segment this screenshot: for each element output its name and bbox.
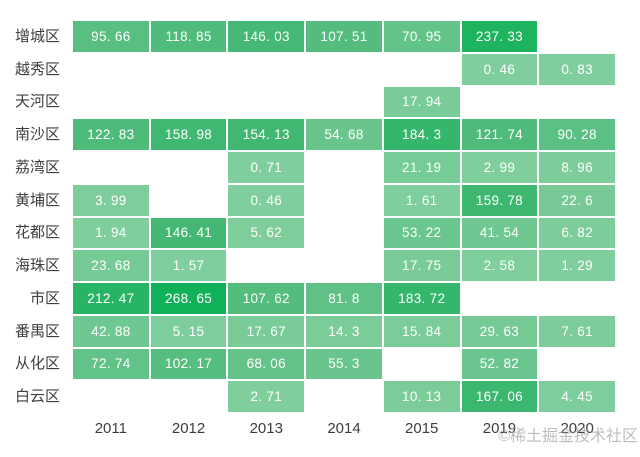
- x-axis: 2011 2012 2013 2014 2015 2019 2020: [72, 420, 616, 444]
- heatmap-cell[interactable]: 122. 83: [72, 118, 150, 151]
- heatmap-cell[interactable]: 10. 13: [382, 380, 461, 413]
- y-axis-label: 番禺区: [14, 322, 60, 340]
- heatmap-cell[interactable]: 17. 75: [382, 249, 461, 282]
- x-axis-label: 2020: [560, 420, 594, 437]
- heatmap-cell[interactable]: 68. 06: [227, 347, 306, 381]
- heatmap-cell[interactable]: 146. 03: [227, 20, 306, 53]
- heatmap-cell[interactable]: 1. 57: [149, 249, 228, 282]
- heatmap-cell[interactable]: 72. 74: [72, 347, 150, 381]
- heatmap-cell[interactable]: 17. 67: [227, 314, 306, 348]
- heatmap-cell[interactable]: 41. 54: [460, 216, 539, 250]
- heatmap-cell[interactable]: 6. 82: [538, 216, 616, 250]
- heatmap-cell[interactable]: 0. 71: [227, 151, 306, 184]
- x-axis-label: 2011: [94, 420, 127, 437]
- y-axis: 增城区越秀区天河区南沙区荔湾区黄埔区花都区海珠区市区番禺区从化区白云区: [0, 20, 66, 413]
- heatmap-cell[interactable]: 17. 94: [382, 85, 461, 119]
- heatmap-cell[interactable]: 7. 61: [538, 314, 616, 348]
- heatmap-cell[interactable]: 70. 95: [382, 20, 461, 53]
- heatmap-cell[interactable]: 8. 96: [538, 151, 616, 184]
- heatmap-cell[interactable]: 5. 62: [227, 216, 306, 250]
- heatmap-cell[interactable]: 4. 45: [538, 380, 616, 413]
- heatmap-cell[interactable]: 14. 3: [305, 314, 383, 348]
- y-axis-label: 荔湾区: [14, 158, 60, 176]
- heatmap-cell[interactable]: 1. 61: [382, 183, 461, 217]
- heatmap-cell[interactable]: 121. 74: [460, 118, 539, 151]
- y-axis-label: 海珠区: [14, 257, 60, 275]
- heatmap-cell[interactable]: 29. 63: [460, 314, 539, 348]
- heatmap-cell[interactable]: 53. 22: [382, 216, 461, 250]
- heatmap-cell[interactable]: 23. 68: [72, 249, 150, 282]
- heatmap-cell[interactable]: 54. 68: [305, 118, 383, 151]
- x-axis-label: 2012: [171, 420, 206, 437]
- x-axis-label: 2019: [482, 420, 517, 437]
- heatmap-cell[interactable]: 158. 98: [149, 118, 228, 151]
- y-axis-label: 增城区: [14, 27, 60, 45]
- heatmap-cell[interactable]: 167. 06: [460, 380, 539, 413]
- y-axis-label: 南沙区: [14, 126, 60, 144]
- heatmap-cell[interactable]: 2. 99: [460, 151, 539, 184]
- heatmap-cell[interactable]: 15. 84: [382, 314, 461, 348]
- y-axis-label: 花都区: [14, 224, 60, 242]
- x-axis-label: 2014: [327, 420, 361, 437]
- heatmap-cell[interactable]: 1. 94: [72, 216, 150, 250]
- heatmap-cell[interactable]: 2. 58: [460, 249, 539, 282]
- x-axis-label: 2013: [249, 420, 283, 437]
- heatmap-cell[interactable]: 102. 17: [149, 347, 228, 381]
- x-axis-label: 2015: [405, 420, 439, 437]
- heatmap-cell[interactable]: 52. 82: [460, 347, 539, 381]
- heatmap-cell[interactable]: 118. 85: [149, 20, 228, 53]
- heatmap-cell[interactable]: 90. 28: [538, 118, 616, 151]
- y-axis-label: 天河区: [14, 93, 60, 111]
- heatmap-cell[interactable]: 237. 33: [460, 20, 539, 53]
- heatmap-cell[interactable]: 3. 99: [72, 183, 150, 217]
- heatmap-grid: 95. 66 118. 85 146. 03 107. 51 70. 95 237. 33…: [72, 20, 616, 413]
- heatmap-cell[interactable]: 42. 88: [72, 314, 150, 348]
- heatmap-cell[interactable]: 212. 47: [72, 282, 150, 315]
- heatmap-cell[interactable]: 5. 15: [149, 314, 228, 348]
- heatmap-cell[interactable]: 146. 41: [149, 216, 228, 250]
- heatmap-cell[interactable]: 22. 6: [538, 183, 616, 217]
- heatmap-cell[interactable]: 0. 83: [538, 52, 616, 86]
- heatmap-cell[interactable]: 95. 66: [72, 20, 150, 53]
- y-axis-label: 越秀区: [14, 60, 60, 78]
- y-axis-label: 市区: [29, 289, 60, 307]
- heatmap-cell[interactable]: 154. 13: [227, 118, 306, 151]
- heatmap-cell[interactable]: 55. 3: [305, 347, 383, 381]
- heatmap-cell[interactable]: 268. 65: [149, 282, 228, 315]
- heatmap-cell[interactable]: 107. 51: [305, 20, 383, 53]
- y-axis-label: 白云区: [14, 388, 60, 406]
- heatmap-cell[interactable]: 2. 71: [227, 380, 306, 413]
- heatmap-cell[interactable]: 21. 19: [382, 151, 461, 184]
- y-axis-label: 从化区: [14, 355, 60, 373]
- y-axis-label: 黄埔区: [14, 191, 60, 209]
- heatmap-cell[interactable]: 107. 62: [227, 282, 306, 315]
- heatmap-cell[interactable]: 81. 8: [305, 282, 383, 315]
- heatmap-cell[interactable]: 1. 29: [538, 249, 616, 282]
- heatmap-cell[interactable]: 183. 72: [382, 282, 461, 315]
- heatmap-cell[interactable]: 159. 78: [460, 183, 539, 217]
- heatmap-cell[interactable]: 0. 46: [227, 183, 306, 217]
- heatmap-cell[interactable]: 0. 46: [460, 52, 539, 86]
- heatmap-cell[interactable]: 184. 3: [382, 118, 461, 151]
